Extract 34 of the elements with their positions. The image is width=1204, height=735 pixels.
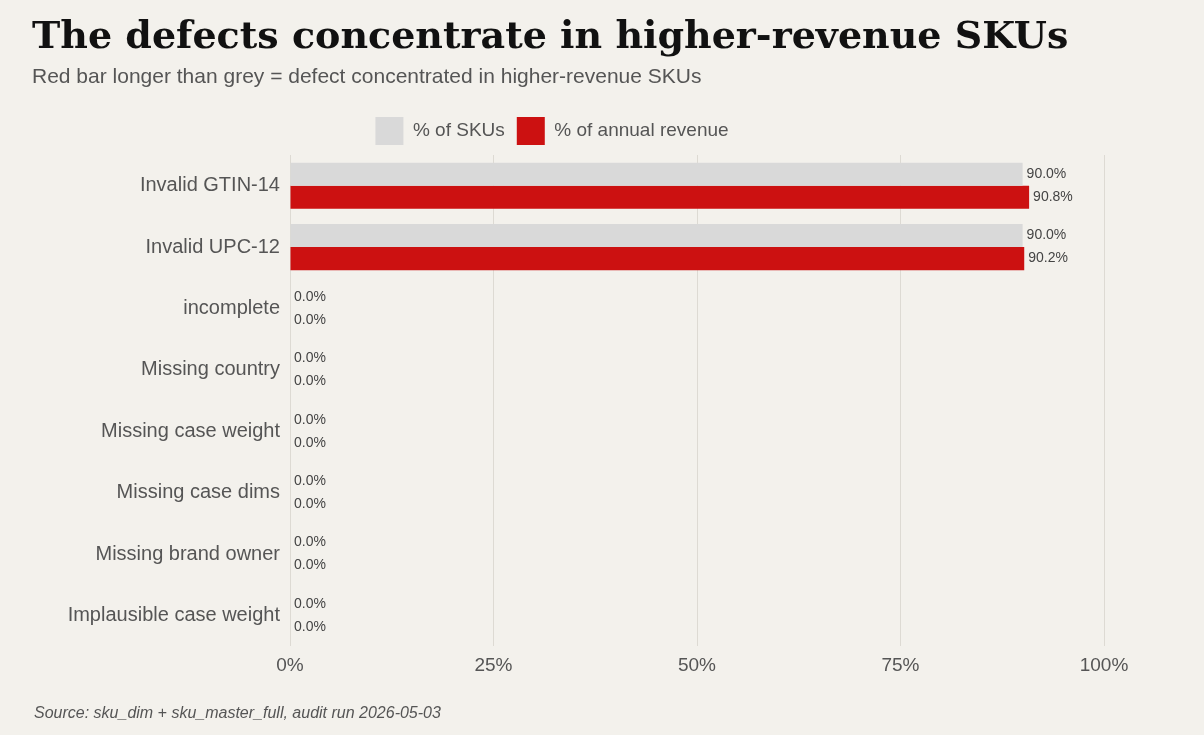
data-label: 0.0% [294,594,326,611]
data-label: 0.0% [294,472,326,489]
data-label: 0.0% [294,433,326,450]
data-label: 0.0% [294,349,326,366]
x-tick-label: 100% [1079,653,1129,675]
data-label: 0.0% [294,372,326,389]
data-label: 90.8% [1033,188,1073,205]
data-label: 90.0% [1026,165,1067,182]
data-label: 90.2% [1028,249,1068,266]
y-tick-label: Missing brand owner [95,541,281,564]
y-tick-label: Invalid UPC-12 [145,234,280,257]
chart-subtitle: Red bar longer than grey = defect concentrated in higher-revenue SKUs [32,64,702,88]
source-note: Source: sku_dim + sku_master_full, audit run 2026-05-03 [34,704,441,722]
x-tick-label: 25% [474,653,513,675]
data-label: 0.0% [294,556,326,573]
legend-label: % of SKUs [412,119,505,141]
x-tick-label: 75% [881,653,920,675]
y-tick-label: Missing case dims [116,480,280,503]
data-label: 0.0% [294,410,326,427]
y-tick-label: Implausible case weight [67,603,281,626]
x-tick-label: 50% [677,653,717,675]
y-tick-label: Invalid GTIN-14 [139,173,280,196]
data-label: 90.0% [1026,226,1067,243]
x-tick-label: 0% [276,653,304,675]
data-label: 0.0% [294,287,326,304]
y-tick-label: Missing case weight [101,418,281,441]
data-label: 0.0% [294,533,326,550]
y-tick-label: incomplete [183,296,280,319]
data-label: 0.0% [294,310,326,327]
y-tick-label: Missing country [141,357,280,380]
chart-title: The defects concentrate in higher-revenue SKUs [32,12,1069,57]
data-label: 0.0% [294,617,326,634]
data-label: 0.0% [294,495,326,512]
legend-label: % of annual revenue [554,119,729,141]
